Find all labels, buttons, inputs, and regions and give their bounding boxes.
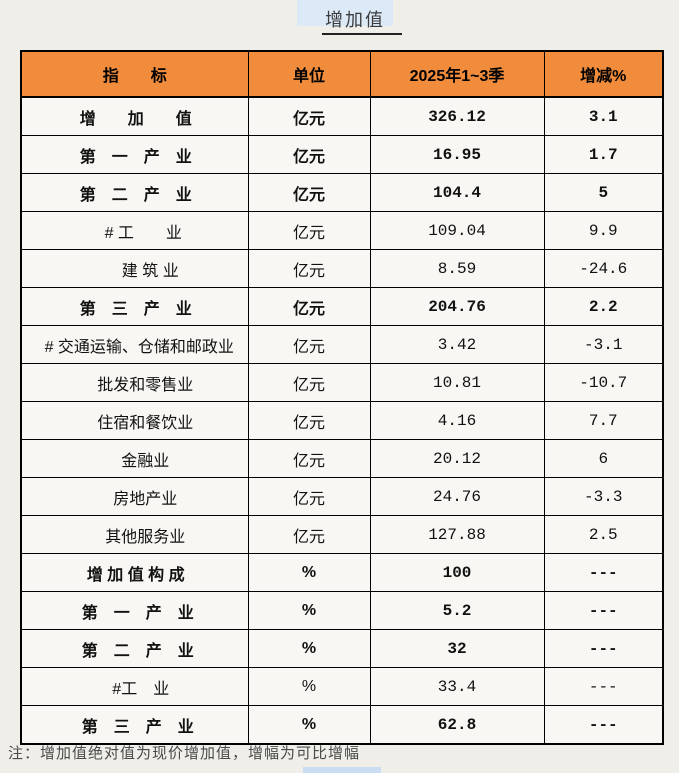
change-cell: -3.3 — [543, 477, 664, 516]
indicator-cell: 增 加 值 — [20, 96, 249, 136]
indicator-cell: 增 加 值 构 成 — [20, 553, 249, 592]
table-row: 第 一 产 业亿元 16.95 1.7 — [20, 135, 664, 174]
value-cell: 32 — [369, 629, 545, 668]
change-cell: --- — [543, 629, 664, 668]
change-cell: 1.7 — [543, 135, 664, 174]
page-title: 增加值 — [325, 10, 385, 30]
bottom-highlight-strip — [303, 767, 381, 773]
table-row: 批发和零售业 亿元 10.81 -10.7 — [20, 363, 664, 402]
table-row: 金融业 亿元 20.12 6 — [20, 439, 664, 478]
table-header-row: 指 标 单位 2025年1~3季 增减% — [20, 50, 664, 98]
value-cell: 16.95 — [369, 135, 545, 174]
value-cell: 4.16 — [369, 401, 545, 440]
table-row: # 交通运输、仓储和邮政业 亿元 3.42 -3.1 — [20, 325, 664, 364]
value-cell: 8.59 — [369, 249, 545, 288]
col-header-change: 增减% — [543, 50, 664, 98]
indicator-cell: # 工 业 — [20, 211, 249, 250]
footnote: 注：增加值绝对值为现价增加值，增幅为可比增幅 — [8, 745, 361, 762]
change-cell: 9.9 — [543, 211, 664, 250]
unit-cell: % — [247, 705, 371, 745]
indicator-cell: 第 二 产 业 — [20, 173, 249, 212]
table-row: 增 加 值 构 成% 100 --- — [20, 553, 664, 592]
indicator-cell: 批发和零售业 — [20, 363, 249, 402]
indicator-cell: #工 业 — [20, 667, 249, 706]
indicator-cell: 第 一 产 业 — [20, 135, 249, 174]
table-row: 住宿和餐饮业 亿元 4.16 7.7 — [20, 401, 664, 440]
value-cell: 3.42 — [369, 325, 545, 364]
value-cell: 24.76 — [369, 477, 545, 516]
title-underline — [322, 33, 402, 35]
change-cell: 2.5 — [543, 515, 664, 554]
indicator-cell: 其他服务业 — [20, 515, 249, 554]
value-cell: 33.4 — [369, 667, 545, 706]
unit-cell: % — [247, 553, 371, 592]
table-row: 第 二 产 业% 32 --- — [20, 629, 664, 668]
col-header-period: 2025年1~3季 — [369, 50, 545, 98]
value-cell: 326.12 — [369, 96, 545, 136]
value-cell: 127.88 — [369, 515, 545, 554]
table-row: 房地产业 亿元 24.76 -3.3 — [20, 477, 664, 516]
change-cell: 6 — [543, 439, 664, 478]
indicator-cell: # 交通运输、仓储和邮政业 — [20, 325, 249, 364]
title-highlight — [297, 0, 393, 26]
value-cell: 62.8 — [369, 705, 545, 745]
indicator-cell: 第 一 产 业 — [20, 591, 249, 630]
change-cell: -3.1 — [543, 325, 664, 364]
change-cell: 5 — [543, 173, 664, 212]
change-cell: --- — [543, 591, 664, 630]
value-cell: 20.12 — [369, 439, 545, 478]
unit-cell: 亿元 — [247, 439, 371, 478]
unit-cell: 亿元 — [247, 287, 371, 326]
value-cell: 100 — [369, 553, 545, 592]
unit-cell: 亿元 — [247, 515, 371, 554]
unit-cell: 亿元 — [247, 173, 371, 212]
col-header-unit: 单位 — [247, 50, 371, 98]
change-cell: -24.6 — [543, 249, 664, 288]
table-row: 第 三 产 业亿元 204.76 2.2 — [20, 287, 664, 326]
unit-cell: 亿元 — [247, 211, 371, 250]
value-cell: 104.4 — [369, 173, 545, 212]
value-cell: 109.04 — [369, 211, 545, 250]
indicator-cell: 金融业 — [20, 439, 249, 478]
table-row: 第 三 产 业% 62.8 --- — [20, 705, 664, 745]
indicator-cell: 住宿和餐饮业 — [20, 401, 249, 440]
value-cell: 5.2 — [369, 591, 545, 630]
table-row: 第 二 产 业亿元 104.4 5 — [20, 173, 664, 212]
change-cell: --- — [543, 667, 664, 706]
col-header-indicator: 指 标 — [20, 50, 249, 98]
unit-cell: % — [247, 591, 371, 630]
change-cell: 2.2 — [543, 287, 664, 326]
indicator-cell: 第 三 产 业 — [20, 705, 249, 745]
table-row: 增 加 值亿元 326.12 3.1 — [20, 96, 664, 136]
change-cell: --- — [543, 705, 664, 745]
unit-cell: 亿元 — [247, 477, 371, 516]
unit-cell: 亿元 — [247, 96, 371, 136]
change-cell: 7.7 — [543, 401, 664, 440]
value-cell: 10.81 — [369, 363, 545, 402]
change-cell: -10.7 — [543, 363, 664, 402]
unit-cell: % — [247, 629, 371, 668]
unit-cell: 亿元 — [247, 363, 371, 402]
table-row: # 工 业亿元 109.04 9.9 — [20, 211, 664, 250]
value-cell: 204.76 — [369, 287, 545, 326]
table-row: 其他服务业 亿元 127.88 2.5 — [20, 515, 664, 554]
unit-cell: 亿元 — [247, 249, 371, 288]
table-row: 第 一 产 业% 5.2 --- — [20, 591, 664, 630]
indicator-cell: 第 二 产 业 — [20, 629, 249, 668]
table-row: #工 业% 33.4 --- — [20, 667, 664, 706]
unit-cell: % — [247, 667, 371, 706]
indicator-cell: 房地产业 — [20, 477, 249, 516]
unit-cell: 亿元 — [247, 135, 371, 174]
unit-cell: 亿元 — [247, 401, 371, 440]
indicator-cell: 建 筑 业 — [20, 249, 249, 288]
unit-cell: 亿元 — [247, 325, 371, 364]
table-row: 建 筑 业亿元 8.59 -24.6 — [20, 249, 664, 288]
change-cell: 3.1 — [543, 96, 664, 136]
added-value-table: 指 标 单位 2025年1~3季 增减% 增 加 值亿元 326.12 3.1 第 一… — [20, 50, 664, 745]
indicator-cell: 第 三 产 业 — [20, 287, 249, 326]
change-cell: --- — [543, 553, 664, 592]
